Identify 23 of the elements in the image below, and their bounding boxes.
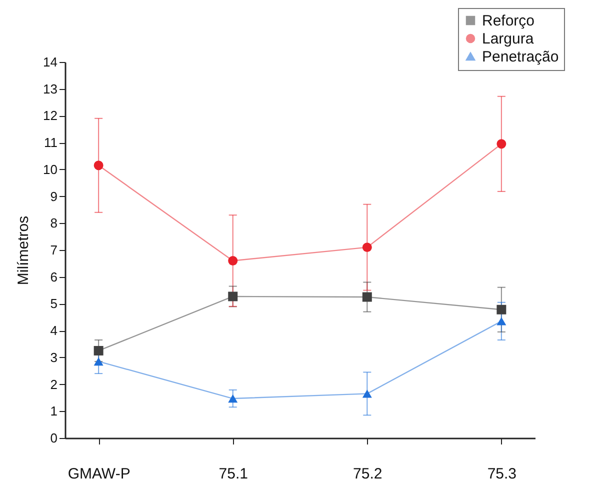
y-tick-label: 10 — [43, 162, 58, 177]
legend-label: Largura — [482, 30, 534, 48]
y-tick-label: 7 — [50, 242, 58, 258]
y-tick-label: 3 — [50, 350, 58, 365]
y-axis-title: Milímetros — [15, 216, 32, 286]
y-tick-label: 13 — [43, 81, 58, 96]
y-tick-label: 5 — [50, 296, 58, 312]
x-tick-label: 75.2 — [353, 466, 382, 482]
x-tick-label: 75.1 — [218, 466, 248, 482]
y-tick-label: 9 — [50, 188, 58, 204]
y-tick-label: 12 — [43, 108, 58, 124]
y-tick-label: 11 — [44, 135, 58, 150]
legend-label: Penetração — [482, 48, 559, 66]
x-tick-label: GMAW-P — [68, 466, 130, 482]
y-tick-label: 2 — [50, 376, 58, 392]
y-tick-label: 14 — [43, 54, 58, 70]
y-tick-label: 8 — [50, 216, 58, 231]
y-tick-label: 6 — [50, 269, 58, 284]
legend-label: Reforço — [482, 12, 535, 30]
y-tick-label: 4 — [50, 323, 58, 338]
x-tick-label: 75.3 — [487, 466, 517, 482]
y-tick-label: 0 — [50, 430, 58, 446]
y-tick-label: 1 — [50, 404, 58, 419]
